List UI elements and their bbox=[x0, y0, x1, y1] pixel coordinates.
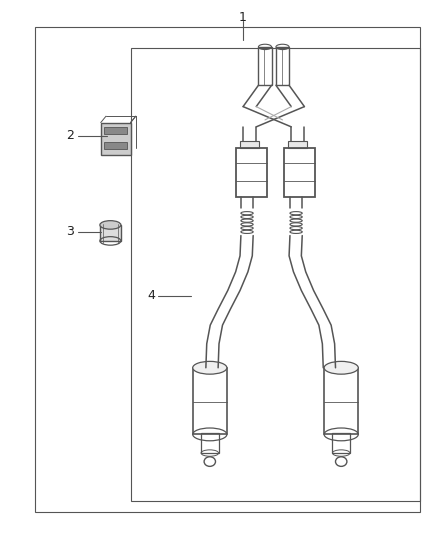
Text: 4: 4 bbox=[147, 289, 155, 302]
Ellipse shape bbox=[324, 361, 358, 374]
Bar bbox=[236, 148, 267, 197]
Bar bbox=[288, 141, 307, 148]
Bar bbox=[276, 47, 289, 85]
Bar bbox=[201, 433, 219, 453]
Bar bbox=[104, 127, 127, 134]
Text: 3: 3 bbox=[66, 225, 74, 238]
Ellipse shape bbox=[193, 361, 227, 374]
Bar bbox=[332, 433, 350, 453]
Bar bbox=[100, 225, 121, 241]
Text: 1: 1 bbox=[239, 11, 247, 23]
Bar bbox=[35, 27, 420, 512]
Bar bbox=[284, 148, 315, 197]
Bar bbox=[258, 47, 272, 85]
Bar bbox=[324, 368, 358, 434]
Ellipse shape bbox=[100, 221, 121, 229]
Bar bbox=[240, 141, 259, 148]
Text: 2: 2 bbox=[66, 130, 74, 142]
Bar bbox=[101, 123, 131, 155]
Bar bbox=[131, 48, 420, 501]
Bar bbox=[104, 142, 127, 149]
Bar bbox=[193, 368, 227, 434]
